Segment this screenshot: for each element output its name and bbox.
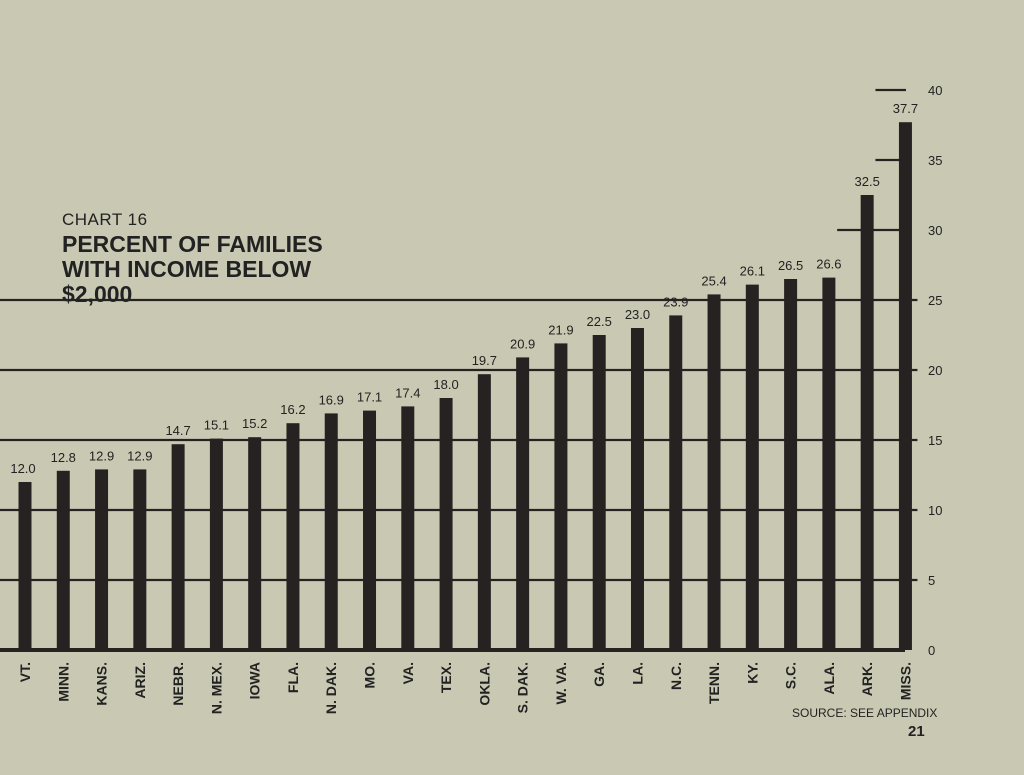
bar [248,437,262,650]
bar-value-label: 20.9 [510,336,535,351]
bar-value-label: 12.8 [51,450,76,465]
bar [860,195,874,650]
y-tick-label: 25 [928,293,942,308]
value-labels: 12.0 12.8 12.9 12.9 14.7 15.1 15.2 16.2 16.9 17.1… [10,101,918,476]
category-label: N. MEX. [208,662,224,714]
bar-value-label: 23.0 [625,307,650,322]
bar [707,294,721,650]
category-label: N. DAK. [323,662,339,714]
bar-value-label: 23.9 [663,294,688,309]
bar-value-label: 32.5 [855,174,880,189]
category-label: KANS. [94,662,110,706]
category-label: LA. [629,662,645,685]
bar [439,398,453,650]
bar-value-label: 12.0 [10,461,35,476]
category-label: OKLA. [476,662,492,706]
y-axis: 0 5 10 15 20 25 30 35 40 [928,83,942,658]
bar [477,374,491,650]
category-label: ARIZ. [132,662,148,699]
y-tick-label: 30 [928,223,942,238]
bar [630,328,644,650]
bar-value-label: 26.5 [778,258,803,273]
bar-value-label: 22.5 [587,314,612,329]
bar [324,413,338,650]
bars [18,122,912,650]
bar [133,469,147,650]
category-label: N.C. [668,662,684,690]
page-number: 21 [908,723,925,740]
bar-value-label: 16.9 [319,392,344,407]
bar-value-label: 12.9 [127,448,152,463]
y-tick-label: 40 [928,83,942,98]
bar [363,410,377,650]
y-tick-label: 10 [928,503,942,518]
category-label: MO. [362,662,378,688]
bar-value-label: 17.1 [357,390,382,405]
bar-value-label: 26.6 [816,257,841,272]
category-label: VA. [400,662,416,684]
category-labels: VT. MINN. KANS. ARIZ. NEBR. N. MEX. IOWA FLA. N.… [17,662,913,714]
bar [516,357,530,650]
bar [669,315,683,650]
y-tick-label: 5 [928,573,935,588]
bar-value-label: 26.1 [740,264,765,279]
bar [171,444,185,650]
bar-value-label: 37.7 [893,101,918,116]
y-tick-label: 35 [928,153,942,168]
chart-heading: CHART 16 PERCENT OF FAMILIES WITH INCOME… [62,210,362,307]
bar-value-label: 14.7 [165,423,190,438]
bar [898,122,912,650]
category-label: S. DAK. [515,662,531,713]
bar [554,343,568,650]
bar-value-label: 15.2 [242,416,267,431]
bar [286,423,300,650]
category-label: IOWA [247,662,263,699]
category-label: TENN. [706,662,722,704]
bar [56,470,70,650]
category-label: FLA. [285,662,301,693]
category-label: W. VA. [553,662,569,705]
bar [401,406,415,650]
category-label: KY. [744,662,760,684]
category-label: ARK. [859,662,875,696]
category-label: GA. [591,662,607,687]
y-tick-label: 0 [928,643,935,658]
category-label: ALA. [821,662,837,695]
category-label: MINN. [55,662,71,702]
bar [592,335,606,650]
bar [745,284,759,650]
bar [209,438,223,650]
bar-value-label: 19.7 [472,353,497,368]
bar-value-label: 16.2 [280,402,305,417]
chart-title: PERCENT OF FAMILIES WITH INCOME BELOW $2… [62,231,323,307]
category-label: TEX. [438,662,454,693]
category-label: NEBR. [170,662,186,706]
bar-value-label: 12.9 [89,448,114,463]
category-label: VT. [17,662,33,682]
bar-value-label: 25.4 [701,273,726,288]
bar-value-label: 21.9 [548,322,573,337]
bar [95,469,109,650]
category-label: S.C. [783,662,799,689]
chart-number: CHART 16 [62,210,148,229]
y-tick-label: 15 [928,433,942,448]
bar [18,482,32,650]
bar-value-label: 15.1 [204,418,229,433]
source-note: SOURCE: SEE APPENDIX [792,706,938,720]
bar [822,277,836,650]
bar-value-label: 17.4 [395,385,420,400]
bar [784,279,798,650]
category-label: MISS. [897,662,913,700]
y-tick-label: 20 [928,363,942,378]
bar-value-label: 18.0 [433,377,458,392]
